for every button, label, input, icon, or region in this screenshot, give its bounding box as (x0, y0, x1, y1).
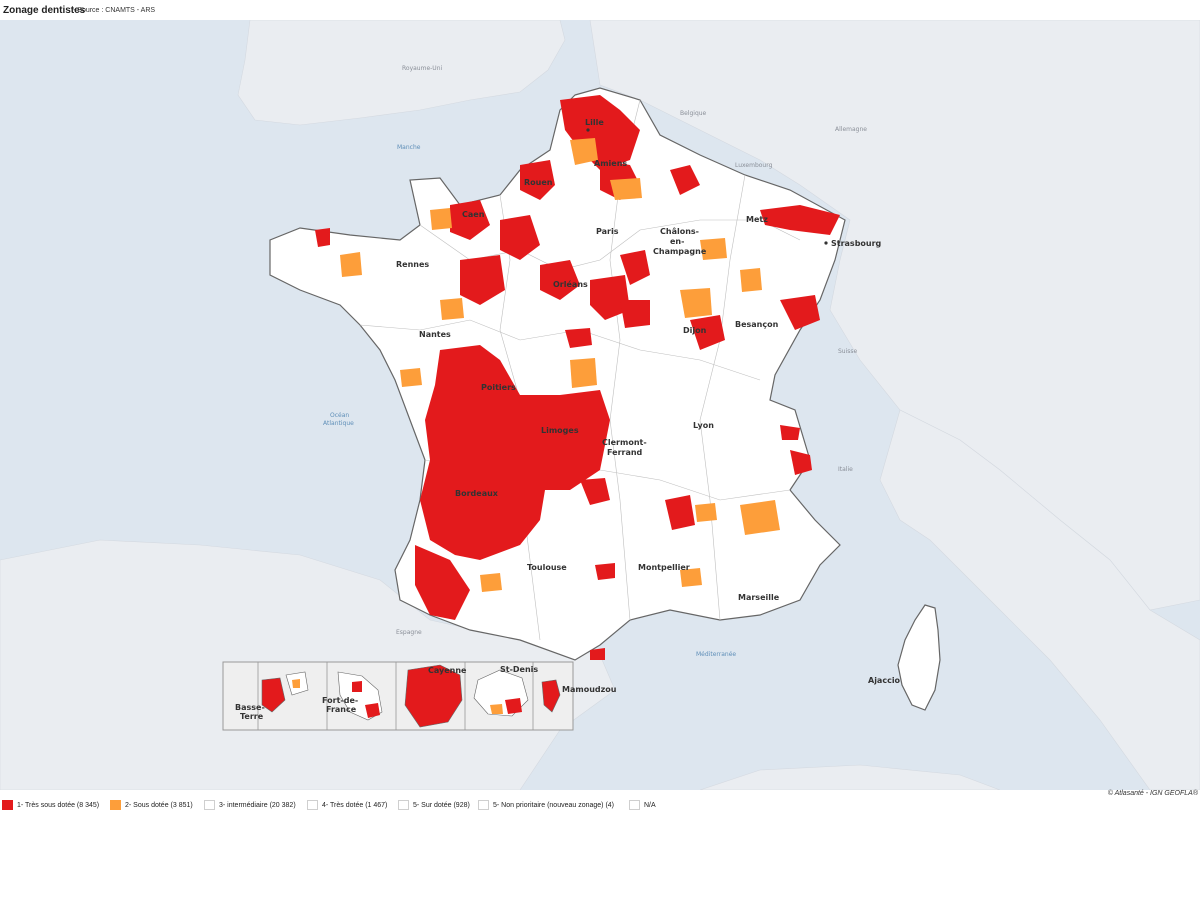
legend-swatch (2, 800, 13, 810)
legend-label: 4- Très dotée (1 467) (322, 802, 388, 809)
legend-label: 5- Sur dotée (928) (413, 802, 470, 809)
city-amiens: Amiens (594, 159, 627, 168)
city-mamoudzou: Mamoudzou (562, 685, 617, 694)
label-belgique: Belgique (680, 110, 707, 117)
city-fort-de-france-1: Fort-de- (322, 696, 358, 705)
legend-swatch (478, 800, 489, 810)
label-allemagne: Allemagne (835, 126, 867, 133)
map-title: Zonage dentistes (3, 5, 86, 16)
label-italie: Italie (838, 466, 853, 473)
label-luxembourg: Luxembourg (735, 162, 773, 169)
city-toulouse: Toulouse (527, 563, 567, 572)
city-lyon: Lyon (693, 421, 714, 430)
land-uk (237, 20, 566, 126)
city-limoges: Limoges (541, 426, 579, 435)
legend-swatch (204, 800, 215, 810)
city-labels: Lille Amiens Rouen Caen Paris Châlons- e… (235, 118, 901, 721)
city-paris: Paris (596, 227, 619, 236)
label-mediterranee: Méditerranée (696, 651, 736, 658)
city-chalons-3: Champagne (653, 247, 707, 256)
city-strasbourg: Strasbourg (831, 239, 882, 248)
city-poitiers: Poitiers (481, 383, 516, 392)
city-basse-terre-1: Basse- (235, 703, 265, 712)
legend-swatch (110, 800, 121, 810)
label-manche: Manche (397, 144, 421, 151)
label-espagne: Espagne (396, 629, 422, 636)
city-caen: Caen (462, 210, 485, 219)
city-cayenne: Cayenne (428, 666, 467, 675)
city-metz: Metz (746, 215, 768, 224)
corsica (897, 604, 941, 711)
city-nantes: Nantes (419, 330, 451, 339)
city-montpellier: Montpellier (638, 563, 690, 572)
overseas-inset (222, 661, 574, 731)
city-clermont-1: Clermont- (602, 438, 647, 447)
land-africa (699, 764, 1001, 790)
city-basse-terre-2: Terre (240, 712, 264, 721)
map-source: - Source : CNAMTS - ARS (73, 7, 156, 14)
city-st-denis: St-Denis (500, 665, 538, 674)
map-viewport[interactable]: Royaume-Uni Belgique Allemagne Luxembour… (0, 20, 1200, 790)
legend-label: 3- intermédiaire (20 382) (219, 802, 296, 809)
city-rennes: Rennes (396, 260, 429, 269)
legend-label: N/A (644, 802, 656, 809)
legend-swatch (629, 800, 640, 810)
city-bordeaux: Bordeaux (455, 489, 499, 498)
city-ajaccio: Ajaccio (868, 676, 901, 685)
map-credit: © Atlasanté - IGN GEOFLA® (1107, 790, 1198, 797)
city-clermont-2: Ferrand (607, 448, 643, 457)
city-fort-de-france-2: France (326, 705, 357, 714)
label-royaume-uni: Royaume-Uni (402, 65, 442, 72)
city-chalons-1: Châlons- (660, 227, 699, 236)
label-suisse: Suisse (838, 348, 858, 355)
city-orleans: Orléans (553, 279, 588, 289)
legend-label: 1- Très sous dotée (8 345) (17, 802, 100, 809)
city-rouen: Rouen (524, 178, 553, 187)
label-ocean: Océan (330, 412, 349, 419)
city-dijon: Dijon (683, 326, 707, 335)
city-besancon: Besançon (735, 320, 779, 329)
legend-swatch (398, 800, 409, 810)
header-bar: Zonage dentistes - Source : CNAMTS - ARS (0, 0, 1200, 20)
map-canvas[interactable]: Royaume-Uni Belgique Allemagne Luxembour… (0, 20, 1200, 790)
city-marseille: Marseille (738, 593, 780, 602)
zones-tres-sous-dotee (315, 95, 840, 660)
label-atlantique: Atlantique (323, 420, 354, 427)
city-lille: Lille (585, 118, 604, 127)
land-italy (879, 409, 1200, 790)
zones-sous-dotee (340, 138, 780, 592)
legend-swatch (307, 800, 318, 810)
legend-label: 5- Non prioritaire (nouveau zonage) (4) (493, 802, 615, 809)
city-chalons-2: en- (670, 237, 684, 246)
legend-label: 2- Sous dotée (3 851) (125, 802, 193, 809)
